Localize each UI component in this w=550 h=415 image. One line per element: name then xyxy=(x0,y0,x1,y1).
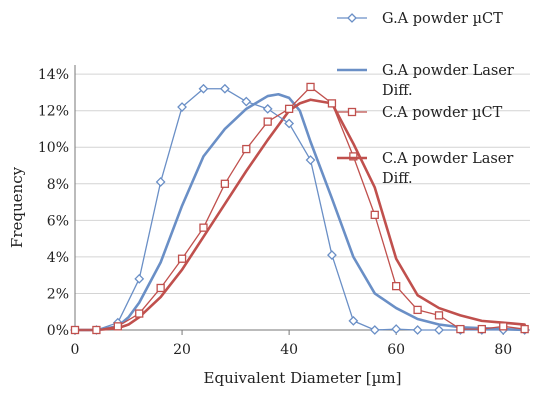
y-tick-label: 6% xyxy=(47,213,69,229)
data-point xyxy=(499,322,508,331)
data-point xyxy=(369,325,380,335)
series xyxy=(70,82,530,335)
data-point xyxy=(135,309,144,318)
data-point xyxy=(219,83,230,94)
y-tick-label: 10% xyxy=(38,140,69,156)
data-point xyxy=(70,325,80,335)
series-line xyxy=(74,88,526,331)
series-line xyxy=(74,86,526,331)
legend-entry: G.A powder Laser Diff. xyxy=(337,63,514,99)
data-point xyxy=(391,324,402,335)
data-point xyxy=(434,325,444,335)
series-line xyxy=(73,98,526,332)
legend-label: C.A powder Laser Diff. xyxy=(382,151,513,187)
data-point xyxy=(242,144,251,154)
data-point xyxy=(199,223,208,232)
data-point xyxy=(113,322,122,331)
data-point xyxy=(413,305,422,315)
series-1 xyxy=(73,92,526,332)
y-tick-label: 2% xyxy=(47,286,69,302)
y-tick-label: 0% xyxy=(47,323,69,339)
data-point xyxy=(198,83,209,94)
x-axis-title: Equivalent Diameter [µm] xyxy=(204,369,402,387)
legend-label: G.A powder Laser Diff. xyxy=(382,63,514,99)
legend: G.A powder µCT G.A powder Laser Diff. C.A p… xyxy=(337,11,514,187)
data-point xyxy=(477,324,486,334)
x-tick-label: 40 xyxy=(280,342,298,358)
data-point xyxy=(306,82,315,92)
y-tick-label: 4% xyxy=(47,250,69,266)
data-point xyxy=(348,315,359,326)
data-point xyxy=(327,250,337,260)
data-point xyxy=(456,324,465,334)
x-tick-label: 0 xyxy=(71,342,80,358)
data-point xyxy=(520,324,529,334)
data-point xyxy=(177,102,187,112)
data-point xyxy=(434,311,444,320)
data-point xyxy=(392,281,401,291)
data-point xyxy=(156,283,165,293)
data-point xyxy=(412,325,423,335)
data-point xyxy=(220,179,230,188)
data-point xyxy=(284,104,294,114)
data-point xyxy=(241,96,252,107)
series-2 xyxy=(70,82,529,335)
legend-marker xyxy=(347,13,357,23)
legend-label: G.A powder µCT xyxy=(382,11,503,27)
legend-marker xyxy=(347,107,357,117)
data-point xyxy=(155,177,166,187)
legend-label: C.A powder µCT xyxy=(382,105,503,121)
x-tick-labels: 0 20 40 60 80 xyxy=(71,342,513,358)
data-point xyxy=(327,99,337,108)
data-point xyxy=(349,152,358,161)
series-line xyxy=(73,92,526,332)
legend-entry: G.A powder µCT xyxy=(337,11,503,27)
data-point xyxy=(92,325,101,335)
y-axis-title: Frequency xyxy=(8,166,26,248)
data-point xyxy=(262,103,273,114)
y-tick-labels: 0% 2% 4% 6% 8% 10% 12% 14% xyxy=(38,67,69,339)
grid xyxy=(74,73,530,335)
data-point xyxy=(177,254,187,263)
y-tick-label: 8% xyxy=(47,177,69,193)
data-point xyxy=(284,118,295,129)
data-point xyxy=(305,155,316,165)
series-3 xyxy=(73,98,526,332)
y-tick-label: 14% xyxy=(38,67,69,83)
data-point xyxy=(263,117,272,126)
x-tick-label: 60 xyxy=(387,342,405,358)
data-point xyxy=(370,210,379,220)
x-tick-label: 80 xyxy=(494,342,512,358)
x-tick-label: 20 xyxy=(173,342,191,358)
legend-entry: C.A powder µCT xyxy=(337,105,503,121)
y-tick-label: 12% xyxy=(38,104,69,120)
data-point xyxy=(134,273,145,284)
legend-entry: C.A powder Laser Diff. xyxy=(337,151,513,187)
